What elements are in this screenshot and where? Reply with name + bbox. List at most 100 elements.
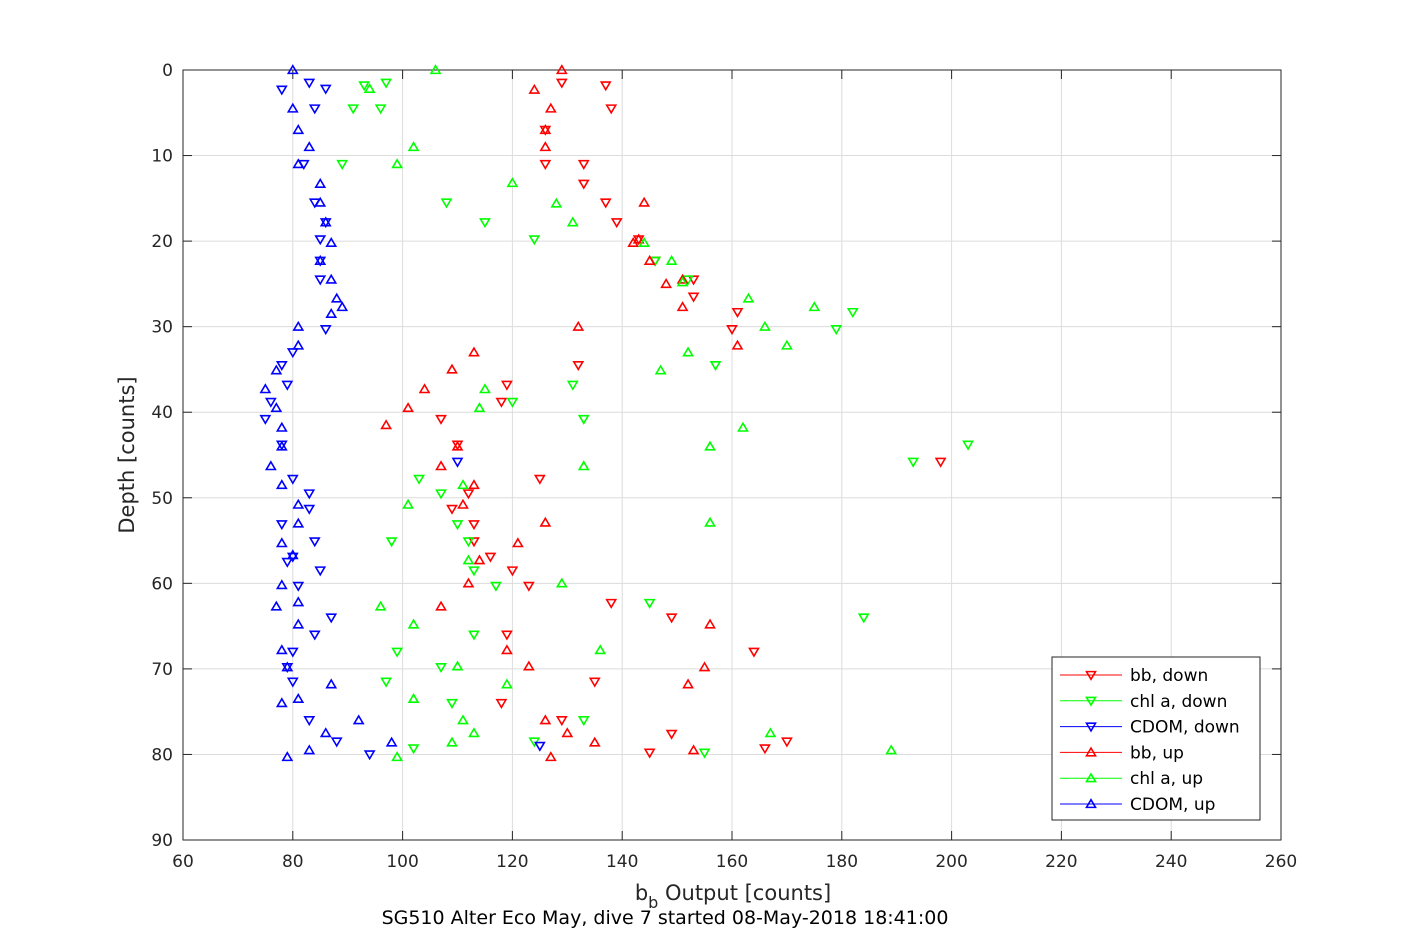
y-axis-ticks: 0 10 20 30 40 50 60 70 80 90 xyxy=(151,61,1281,851)
data-point xyxy=(275,360,288,372)
data-point xyxy=(632,233,645,244)
data-point xyxy=(281,661,294,672)
data-point xyxy=(638,236,651,247)
data-point xyxy=(303,744,316,755)
data-point xyxy=(325,678,338,689)
data-point xyxy=(577,159,590,170)
data-point xyxy=(325,236,338,247)
data-point xyxy=(555,78,568,89)
data-point xyxy=(264,397,277,408)
y-tick-label: 20 xyxy=(151,232,173,252)
legend-entry: CDOM, up xyxy=(1060,795,1215,815)
data-point xyxy=(561,727,574,738)
series-5 xyxy=(259,64,398,762)
data-point xyxy=(275,421,288,432)
legend: bb, down chl a, down CDOM, down bb, up chl a… xyxy=(1051,656,1261,821)
data-point xyxy=(484,552,497,563)
data-point xyxy=(308,630,321,641)
data-point xyxy=(446,698,458,709)
data-point xyxy=(643,598,656,609)
data-point xyxy=(748,647,760,658)
data-point xyxy=(292,517,305,528)
data-point xyxy=(391,647,404,658)
data-point xyxy=(457,479,469,490)
data-point xyxy=(336,159,349,170)
data-point xyxy=(292,339,305,350)
data-point xyxy=(682,346,694,357)
data-point xyxy=(665,613,678,624)
data-point xyxy=(270,600,283,611)
data-point xyxy=(352,714,365,725)
data-point xyxy=(435,414,447,425)
data-point xyxy=(407,744,420,755)
data-point xyxy=(275,644,288,655)
data-point xyxy=(281,751,294,762)
data-point xyxy=(330,292,343,303)
x-tick-label: 140 xyxy=(606,852,638,872)
data-point xyxy=(605,598,618,609)
data-point xyxy=(314,275,327,286)
y-tick-label: 70 xyxy=(151,660,173,680)
data-point xyxy=(605,104,618,115)
x-tick-label: 100 xyxy=(386,852,418,872)
data-point xyxy=(325,307,338,319)
data-point xyxy=(286,677,299,688)
data-point xyxy=(566,380,579,391)
x-tick-label: 120 xyxy=(496,852,528,872)
data-point xyxy=(490,581,502,592)
data-point xyxy=(479,218,491,229)
data-point xyxy=(522,581,535,592)
data-point xyxy=(704,440,716,451)
data-point xyxy=(435,600,447,611)
legend-marker xyxy=(1085,772,1097,783)
data-point xyxy=(764,727,777,738)
data-point xyxy=(698,748,711,759)
data-point xyxy=(555,577,568,588)
data-point xyxy=(303,504,316,515)
data-point xyxy=(506,177,519,188)
data-point xyxy=(325,273,338,284)
data-point xyxy=(468,346,480,357)
data-point xyxy=(857,613,870,624)
legend-entry: chl a, up xyxy=(1060,769,1203,789)
data-point xyxy=(687,744,700,755)
data-point xyxy=(275,440,288,451)
data-point xyxy=(374,600,387,611)
data-point xyxy=(270,402,283,413)
y-axis-title: Depth [counts] xyxy=(115,376,139,533)
data-point xyxy=(418,383,431,394)
x-axis-ticks: 60 80 100 120 140 160 180 200 220 240 260 xyxy=(172,70,1297,872)
data-point xyxy=(479,383,491,394)
data-point xyxy=(577,414,590,425)
data-point xyxy=(687,292,700,303)
x-axis-title-rest: Output [counts] xyxy=(658,881,831,905)
data-point xyxy=(468,630,480,641)
data-point xyxy=(539,141,552,152)
data-point xyxy=(473,554,486,565)
y-tick-label: 50 xyxy=(151,489,173,509)
data-point xyxy=(501,630,513,641)
data-point xyxy=(539,124,552,135)
data-point xyxy=(391,751,404,762)
data-point xyxy=(610,218,623,229)
data-point xyxy=(275,579,288,590)
x-tick-label: 220 xyxy=(1045,852,1077,872)
legend-marker xyxy=(1085,696,1097,707)
legend-entry: bb, up xyxy=(1060,743,1184,763)
y-tick-label: 90 xyxy=(151,831,173,851)
data-point xyxy=(457,498,469,509)
data-point xyxy=(363,82,376,93)
legend-label: CDOM, down xyxy=(1130,718,1240,738)
data-point xyxy=(781,737,793,748)
data-point xyxy=(451,440,464,451)
series-4 xyxy=(363,64,898,762)
data-point xyxy=(934,457,947,468)
legend-label: CDOM, up xyxy=(1130,795,1215,815)
data-point xyxy=(731,307,744,318)
data-point xyxy=(347,104,360,115)
legend-label: chl a, up xyxy=(1130,769,1203,789)
data-point xyxy=(292,320,305,331)
data-marks xyxy=(259,64,974,762)
data-point xyxy=(286,348,299,359)
data-point xyxy=(314,254,327,265)
